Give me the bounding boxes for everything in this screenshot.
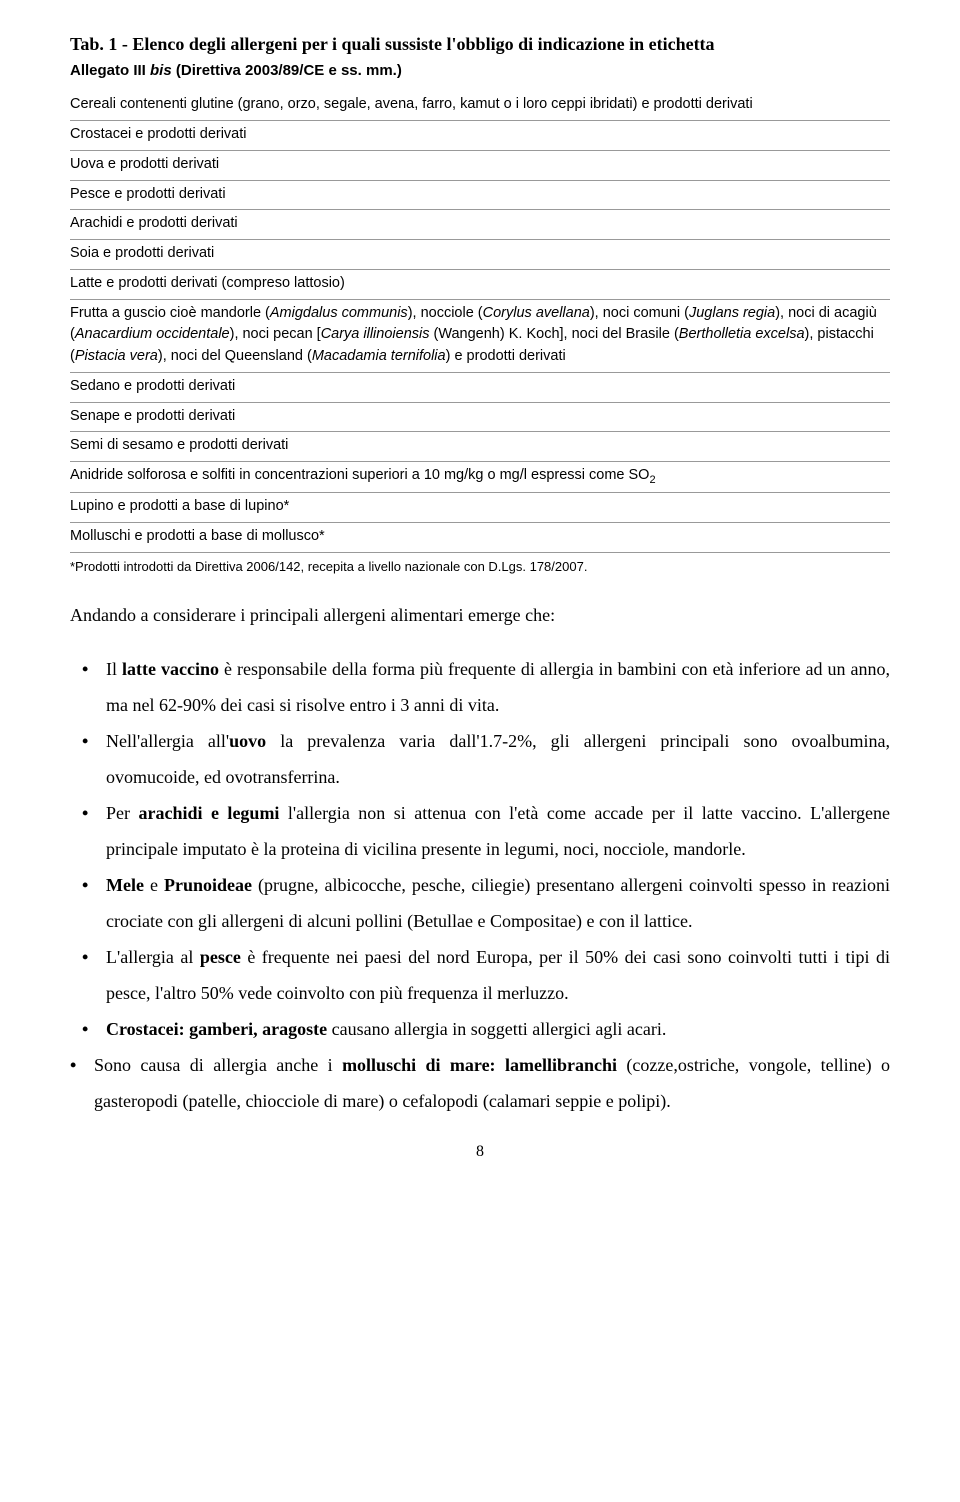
table-footnote: *Prodotti introdotti da Direttiva 2006/1…	[70, 559, 890, 574]
table-row: Molluschi e prodotti a base di mollusco*	[70, 523, 890, 553]
list-item: Sono causa di allergia anche i molluschi…	[70, 1047, 890, 1119]
bullet-list: Il latte vaccino è responsabile della fo…	[70, 651, 890, 1119]
table-row: Cereali contenenti glutine (grano, orzo,…	[70, 91, 890, 121]
list-item: Crostacei: gamberi, aragoste causano all…	[70, 1011, 890, 1047]
list-item: Per arachidi e legumi l'allergia non si …	[70, 795, 890, 867]
table-row: Uova e prodotti derivati	[70, 151, 890, 181]
table-row: Crostacei e prodotti derivati	[70, 121, 890, 151]
table-row: Senape e prodotti derivati	[70, 403, 890, 433]
list-item: Mele e Prunoideae (prugne, albicocche, p…	[70, 867, 890, 939]
subtitle-prefix: Allegato III	[70, 62, 150, 79]
subtitle-suffix: (Direttiva 2003/89/CE e ss. mm.)	[172, 62, 402, 79]
table-row: Lupino e prodotti a base di lupino*	[70, 493, 890, 523]
subtitle-italic: bis	[150, 62, 172, 79]
intro-text: Andando a considerare i principali aller…	[70, 602, 890, 629]
table-row: Pesce e prodotti derivati	[70, 181, 890, 211]
list-item: Il latte vaccino è responsabile della fo…	[70, 651, 890, 723]
table-row: Soia e prodotti derivati	[70, 240, 890, 270]
allergen-table: Cereali contenenti glutine (grano, orzo,…	[70, 91, 890, 553]
table-row-so2: Anidride solforosa e solfiti in concentr…	[70, 462, 890, 493]
table-subtitle: Allegato III bis (Direttiva 2003/89/CE e…	[70, 62, 890, 79]
table-row: Semi di sesamo e prodotti derivati	[70, 432, 890, 462]
table-row: Arachidi e prodotti derivati	[70, 210, 890, 240]
table-row: Latte e prodotti derivati (compreso latt…	[70, 270, 890, 300]
list-item: L'allergia al pesce è frequente nei paes…	[70, 939, 890, 1011]
table-title: Tab. 1 - Elenco degli allergeni per i qu…	[70, 32, 890, 56]
page-number: 8	[70, 1143, 890, 1161]
list-item: Nell'allergia all'uovo la prevalenza var…	[70, 723, 890, 795]
table-row: Sedano e prodotti derivati	[70, 373, 890, 403]
table-row-nuts: Frutta a guscio cioè mandorle (Amigdalus…	[70, 300, 890, 373]
